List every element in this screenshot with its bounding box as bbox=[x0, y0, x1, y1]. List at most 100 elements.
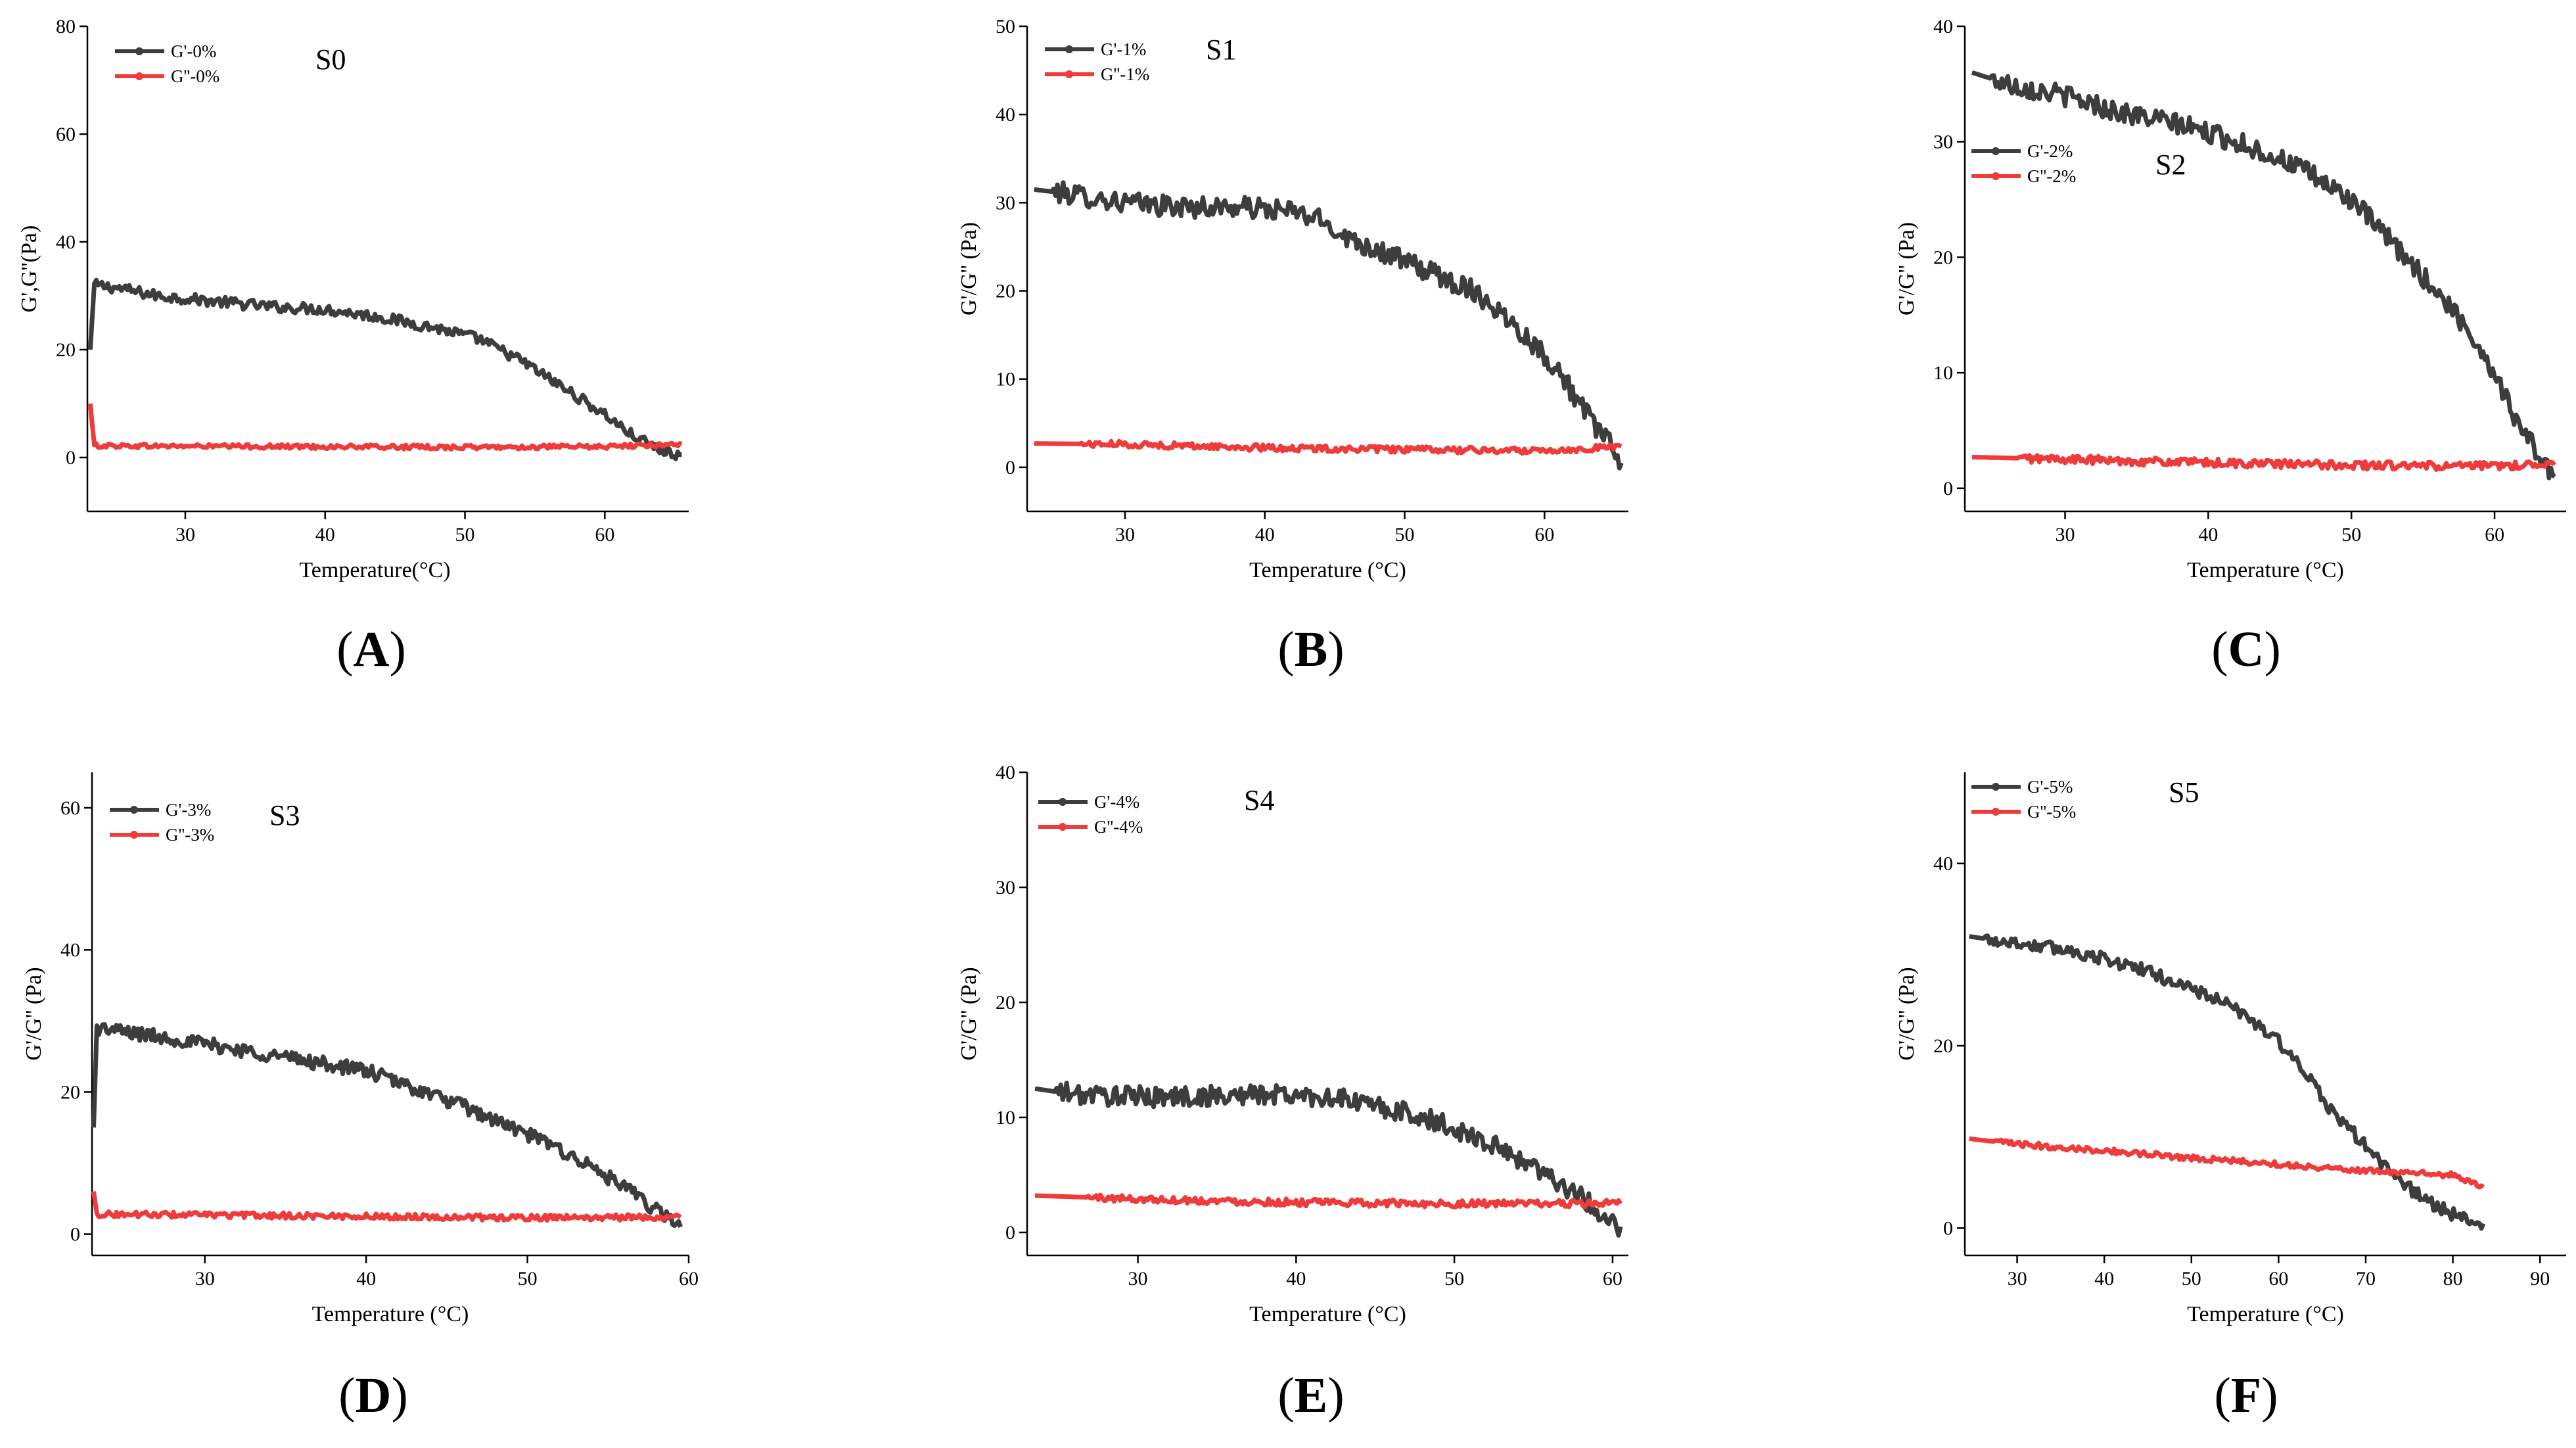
y-tick-label: 10 bbox=[996, 1107, 1015, 1129]
y-tick-label: 40 bbox=[996, 762, 1015, 783]
y-tick-label: 0 bbox=[70, 1224, 80, 1246]
y-tick-label: 40 bbox=[1933, 853, 1953, 875]
x-axis-title: Temperature (°C) bbox=[1249, 1302, 1406, 1326]
sample-annotation: S5 bbox=[2169, 776, 2199, 808]
x-axis-title: Temperature (°C) bbox=[1249, 558, 1406, 582]
x-axis-title: Temperature (°C) bbox=[2187, 558, 2344, 582]
chart-panel-D: 0 20 40 60 30 40 50 60 Temperature (°C) G'/G'' (P… bbox=[22, 772, 699, 1423]
sample-annotation: S2 bbox=[2155, 149, 2186, 181]
y-tick-label: 10 bbox=[1933, 362, 1953, 384]
y-tick-label: 30 bbox=[996, 192, 1015, 214]
legend-label: G''-3% bbox=[166, 825, 214, 845]
x-tick-label: 50 bbox=[1395, 524, 1415, 546]
legend-label: G''-4% bbox=[1094, 817, 1143, 837]
y-tick-label: 30 bbox=[996, 877, 1015, 899]
x-tick-label: 60 bbox=[2268, 1268, 2288, 1290]
x-axis-title: Temperature(°C) bbox=[299, 558, 450, 582]
x-tick-label: 30 bbox=[2008, 1268, 2027, 1290]
y-tick-label: 80 bbox=[56, 16, 76, 37]
y-tick-label: 40 bbox=[1933, 16, 1953, 37]
x-tick-label: 30 bbox=[1128, 1268, 1148, 1290]
legend-marker-g_prime bbox=[1065, 45, 1073, 53]
x-tick-label: 50 bbox=[1444, 1268, 1464, 1290]
series-line-g_prime bbox=[1969, 933, 2486, 1231]
y-tick-label: 40 bbox=[56, 231, 76, 253]
y-tick-label: 0 bbox=[1005, 457, 1015, 479]
x-tick-label: 40 bbox=[1255, 524, 1275, 546]
y-tick-label: 0 bbox=[1943, 478, 1953, 500]
y-tick-label: 20 bbox=[996, 992, 1015, 1014]
series-line-g_prime bbox=[87, 277, 682, 461]
series-line-g_double_prime bbox=[1969, 1136, 2485, 1190]
x-tick-label: 90 bbox=[2530, 1268, 2550, 1290]
legend-label: G'-1% bbox=[1101, 39, 1146, 59]
legend-label: G''-2% bbox=[2027, 166, 2076, 186]
panel-label: (E) bbox=[1277, 1368, 1344, 1423]
series-line-g_prime bbox=[91, 1022, 683, 1228]
chart-panel-C: 0 10 20 30 40 30 40 50 60 Temperature (°C) G'/G'' … bbox=[1895, 16, 2566, 677]
sample-annotation: S3 bbox=[269, 799, 300, 831]
x-tick-label: 40 bbox=[2198, 524, 2218, 546]
legend-marker-g_double_prime bbox=[1065, 70, 1073, 78]
series-line-g_prime bbox=[1971, 70, 2556, 480]
x-tick-label: 60 bbox=[679, 1268, 699, 1290]
x-tick-label: 60 bbox=[2485, 524, 2504, 546]
x-tick-label: 30 bbox=[195, 1268, 215, 1290]
legend-label: G'-0% bbox=[171, 41, 216, 61]
legend-marker-g_double_prime bbox=[1992, 172, 2000, 180]
x-tick-label: 40 bbox=[2094, 1268, 2114, 1290]
chart-panel-B: 0 10 20 30 40 50 30 40 50 60 Temperature (°C) G'/G'… bbox=[957, 16, 1628, 677]
series-line-g_double_prime bbox=[91, 1191, 682, 1223]
x-tick-label: 30 bbox=[2056, 524, 2075, 546]
x-tick-label: 50 bbox=[518, 1268, 538, 1290]
panel-label: (A) bbox=[336, 622, 406, 677]
x-tick-label: 40 bbox=[356, 1268, 376, 1290]
sample-annotation: S4 bbox=[1244, 784, 1274, 816]
legend-marker-g_prime bbox=[1992, 783, 2000, 791]
y-tick-label: 20 bbox=[60, 1081, 80, 1103]
chart-panel-E: 0 10 20 30 40 30 40 50 60 Temperature (°C) G'/G'' … bbox=[957, 762, 1628, 1423]
x-tick-label: 60 bbox=[1603, 1268, 1622, 1290]
x-tick-label: 80 bbox=[2443, 1268, 2463, 1290]
legend-label: G''-0% bbox=[171, 66, 219, 86]
sample-annotation: S0 bbox=[315, 43, 346, 76]
legend-marker-g_prime bbox=[135, 47, 143, 55]
legend-marker-g_double_prime bbox=[1992, 808, 2000, 816]
legend-label: G'-4% bbox=[1094, 792, 1139, 812]
sample-annotation: S1 bbox=[1206, 34, 1236, 66]
legend-marker-g_prime bbox=[1992, 147, 2000, 155]
panel-label: (C) bbox=[2211, 622, 2281, 677]
y-tick-label: 30 bbox=[1933, 131, 1953, 153]
y-tick-label: 40 bbox=[60, 939, 80, 961]
y-tick-label: 0 bbox=[1005, 1222, 1015, 1244]
chart-panel-F: 0 20 40 30 40 50 60 70 80 90 Temperature (°C) G'/G'… bbox=[1895, 772, 2566, 1423]
series-line-g_double_prime bbox=[1971, 453, 2556, 472]
chart-panel-A: 0 20 40 60 80 30 40 50 60 Temperature(°C) G',G''(P… bbox=[17, 16, 689, 677]
x-tick-label: 30 bbox=[1115, 524, 1135, 546]
y-axis-title: G',G''(Pa) bbox=[17, 225, 41, 313]
legend-marker-g_double_prime bbox=[1059, 823, 1067, 831]
x-tick-label: 60 bbox=[1534, 524, 1554, 546]
legend-label: G'-2% bbox=[2027, 141, 2073, 161]
series-line-g_double_prime bbox=[87, 403, 683, 452]
x-tick-label: 70 bbox=[2356, 1268, 2376, 1290]
legend-marker-g_prime bbox=[130, 806, 138, 814]
legend-label: G'-5% bbox=[2027, 777, 2073, 797]
legend-label: G''-1% bbox=[1101, 64, 1149, 84]
y-tick-label: 60 bbox=[56, 124, 76, 145]
legend-label: G''-5% bbox=[2027, 802, 2076, 822]
y-tick-label: 40 bbox=[996, 104, 1015, 126]
y-axis-title: G'/G'' (Pa) bbox=[957, 967, 981, 1060]
series-line-g_prime bbox=[1034, 1081, 1623, 1238]
x-tick-label: 40 bbox=[1286, 1268, 1306, 1290]
series-line-g_double_prime bbox=[1034, 1192, 1622, 1209]
y-tick-label: 20 bbox=[56, 339, 76, 361]
x-tick-label: 60 bbox=[595, 524, 614, 546]
panel-label: (F) bbox=[2214, 1368, 2278, 1423]
y-tick-label: 20 bbox=[996, 281, 1015, 302]
y-tick-label: 0 bbox=[1943, 1217, 1953, 1239]
x-axis-title: Temperature (°C) bbox=[2187, 1302, 2344, 1326]
panel-label: (B) bbox=[1277, 622, 1344, 677]
y-axis-title: G'/G'' (Pa) bbox=[1895, 967, 1919, 1060]
